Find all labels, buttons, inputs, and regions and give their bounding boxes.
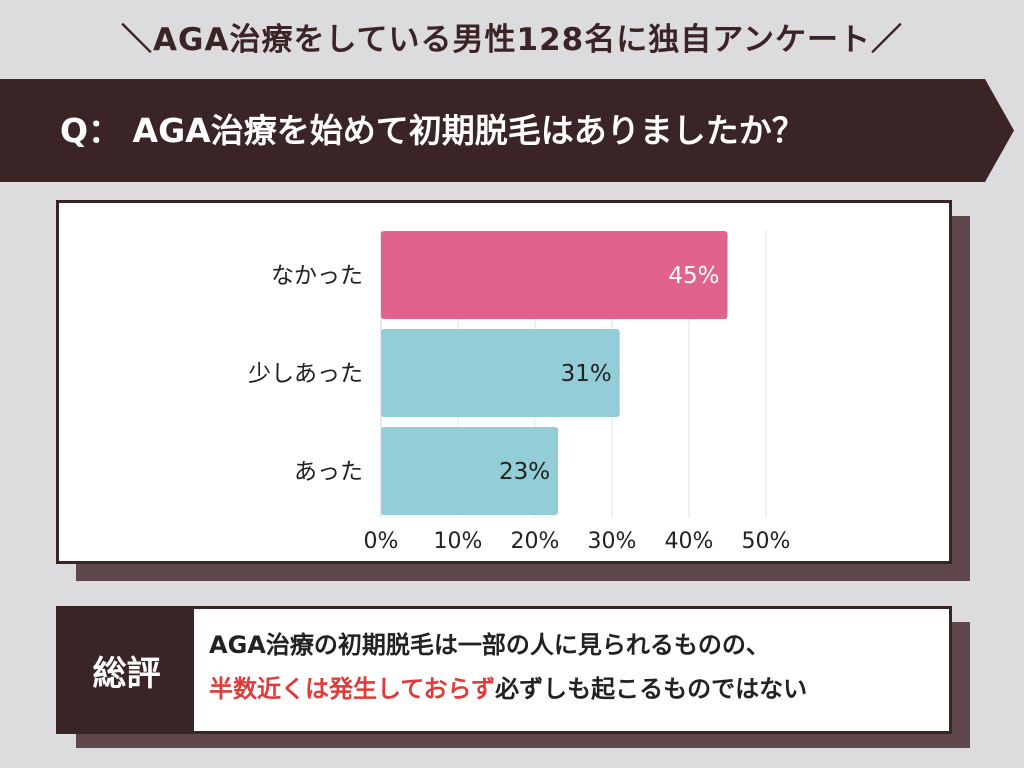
summary-line-1: AGA治療の初期脱毛は一部の人に見られるものの、 <box>209 631 770 659</box>
question-banner: Q： AGA治療を始めて初期脱毛はありましたか？ <box>0 79 1024 182</box>
x-tick-label: 30% <box>588 529 637 554</box>
survey-title: ＼AGA治療をしている男性128名に独自アンケート／ <box>121 22 903 58</box>
question-banner-shape <box>0 79 1014 182</box>
summary-label: 総評 <box>59 609 194 731</box>
category-label: 少しあった <box>248 361 363 387</box>
x-tick-label: 0% <box>364 529 399 554</box>
x-tick-label: 40% <box>665 529 714 554</box>
bar <box>381 329 620 417</box>
summary-body: AGA治療の初期脱毛は一部の人に見られるものの、 半数近くは発生しておらず必ずし… <box>209 623 939 711</box>
bar-chart: なかった 45% 少しあった 31% あった 23% 0% 10% 20% 30% 40% 50% <box>248 230 791 554</box>
summary-line-2: 半数近くは発生しておらず必ずしも起こるものではない <box>209 667 939 711</box>
question-text: Q： AGA治療を始めて初期脱毛はありましたか？ <box>60 111 805 150</box>
x-tick-label: 10% <box>434 529 483 554</box>
bar <box>381 231 728 319</box>
x-tick-label: 50% <box>742 529 791 554</box>
value-label: 23% <box>499 459 550 485</box>
bar <box>381 427 559 515</box>
summary-line-2-rest: 必ずしも起こるものではない <box>495 675 808 703</box>
category-label: あった <box>294 459 363 485</box>
chart-panel: なかった 45% 少しあった 31% あった 23% 0% 10% 20% 30% 40% 50% <box>56 200 952 564</box>
category-label: なかった <box>271 263 363 289</box>
summary-box: 総評 AGA治療の初期脱毛は一部の人に見られるものの、 半数近くは発生しておらず… <box>56 606 952 734</box>
summary-highlight: 半数近くは発生しておらず <box>209 675 496 703</box>
value-label: 31% <box>561 361 612 387</box>
value-label: 45% <box>668 263 719 289</box>
x-tick-label: 20% <box>511 529 560 554</box>
